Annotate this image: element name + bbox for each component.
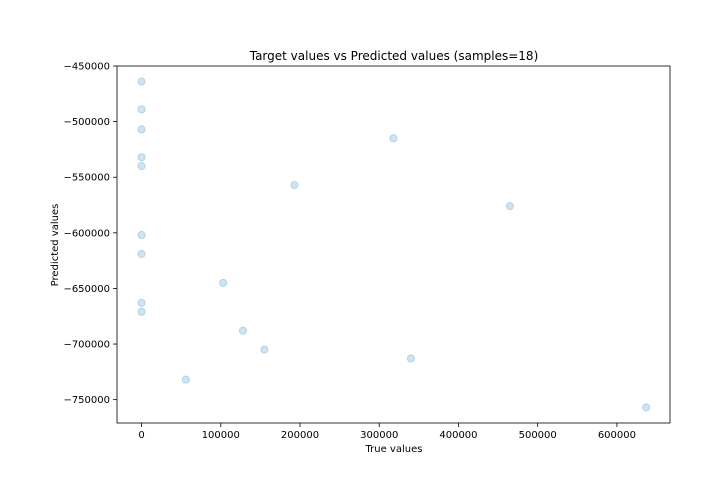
y-tick-label: −700000: [63, 340, 110, 351]
data-point: [137, 298, 146, 307]
data-point: [290, 180, 299, 189]
data-point: [642, 403, 651, 412]
data-point: [181, 375, 190, 384]
y-tick-label: −650000: [63, 284, 110, 295]
data-point: [137, 125, 146, 134]
data-point: [260, 345, 269, 354]
x-tick-label: 500000: [519, 430, 557, 441]
scatter-points: [137, 77, 651, 412]
y-tick-label: −550000: [63, 173, 110, 184]
y-axis: −450000 −500000 −550000 −600000 −650000 −7000…: [63, 62, 117, 406]
data-point: [137, 105, 146, 114]
y-tick-label: −500000: [63, 117, 110, 128]
data-point: [389, 134, 398, 143]
y-tick-label: −450000: [63, 62, 110, 73]
x-tick-label: 300000: [360, 430, 398, 441]
x-tick-label: 600000: [598, 430, 636, 441]
x-tick-label: 400000: [439, 430, 477, 441]
x-tick-label: 0: [138, 430, 144, 441]
data-point: [137, 77, 146, 86]
x-axis: 0 100000 200000 300000 400000 500000 600000: [138, 423, 636, 441]
x-axis-label: True values: [365, 444, 423, 455]
chart-title: Target values vs Predicted values (sampl…: [249, 49, 539, 63]
data-point: [406, 354, 415, 363]
data-point: [219, 278, 228, 287]
x-tick-label: 200000: [281, 430, 319, 441]
y-axis-label: Predicted values: [50, 204, 61, 287]
data-point: [137, 307, 146, 316]
x-tick-label: 100000: [202, 430, 240, 441]
plot-area: [116, 65, 671, 424]
data-point: [137, 231, 146, 240]
data-point: [505, 202, 514, 211]
data-point: [137, 153, 146, 162]
y-tick-label: −600000: [63, 228, 110, 239]
data-point: [137, 249, 146, 258]
data-point: [137, 162, 146, 171]
data-point: [238, 326, 247, 335]
y-tick-label: −750000: [63, 395, 110, 406]
